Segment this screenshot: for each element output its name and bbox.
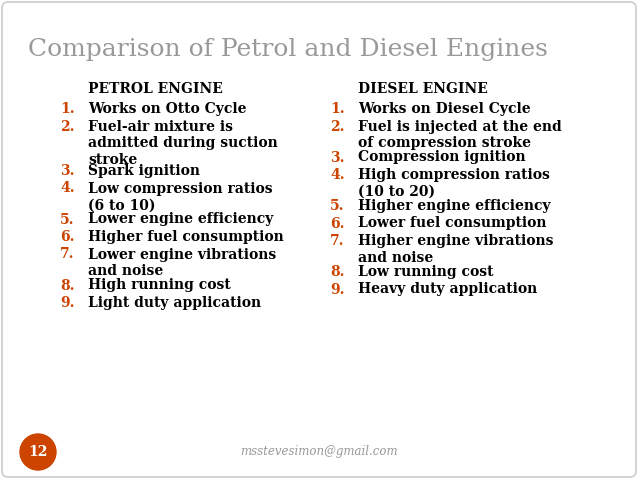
- Text: 8.: 8.: [330, 265, 345, 279]
- Text: Higher engine efficiency: Higher engine efficiency: [358, 199, 551, 213]
- Text: 1.: 1.: [60, 102, 75, 116]
- Text: PETROL ENGINE: PETROL ENGINE: [88, 82, 223, 96]
- Text: Fuel is injected at the end
of compression stroke: Fuel is injected at the end of compressi…: [358, 119, 561, 150]
- Text: Lower engine efficiency: Lower engine efficiency: [88, 213, 273, 227]
- Text: 1.: 1.: [330, 102, 345, 116]
- Text: 3.: 3.: [330, 150, 345, 164]
- Text: Lower fuel consumption: Lower fuel consumption: [358, 217, 547, 230]
- Text: Works on Otto Cycle: Works on Otto Cycle: [88, 102, 246, 116]
- Circle shape: [20, 434, 56, 470]
- Text: 6.: 6.: [60, 230, 75, 244]
- Text: 4.: 4.: [60, 182, 75, 195]
- Text: Low running cost: Low running cost: [358, 265, 494, 279]
- Text: 7.: 7.: [60, 248, 75, 262]
- Text: DIESEL ENGINE: DIESEL ENGINE: [358, 82, 488, 96]
- Text: Compression ignition: Compression ignition: [358, 150, 526, 164]
- Text: Light duty application: Light duty application: [88, 296, 261, 310]
- Text: 2.: 2.: [330, 119, 345, 134]
- Text: Lower engine vibrations
and noise: Lower engine vibrations and noise: [88, 248, 276, 278]
- Text: Higher fuel consumption: Higher fuel consumption: [88, 230, 284, 244]
- Text: 2.: 2.: [60, 119, 75, 134]
- Text: 9.: 9.: [60, 296, 75, 310]
- Text: Low compression ratios
(6 to 10): Low compression ratios (6 to 10): [88, 182, 272, 212]
- Text: msstevesimon@gmail.com: msstevesimon@gmail.com: [240, 445, 398, 458]
- Text: 12: 12: [28, 445, 48, 459]
- Text: 5.: 5.: [330, 199, 345, 213]
- Text: 9.: 9.: [330, 283, 345, 297]
- Text: 8.: 8.: [60, 278, 75, 293]
- Text: High compression ratios
(10 to 20): High compression ratios (10 to 20): [358, 168, 550, 199]
- Text: 4.: 4.: [330, 168, 345, 182]
- Text: Spark ignition: Spark ignition: [88, 164, 200, 178]
- Text: 6.: 6.: [330, 217, 345, 230]
- Text: Fuel-air mixture is
admitted during suction
stroke: Fuel-air mixture is admitted during suct…: [88, 119, 278, 167]
- Text: 7.: 7.: [330, 234, 345, 248]
- Text: High running cost: High running cost: [88, 278, 231, 293]
- Text: Heavy duty application: Heavy duty application: [358, 283, 537, 297]
- Text: 3.: 3.: [60, 164, 75, 178]
- Text: Comparison of Petrol and Diesel Engines: Comparison of Petrol and Diesel Engines: [28, 38, 548, 61]
- Text: 5.: 5.: [60, 213, 75, 227]
- Text: Works on Diesel Cycle: Works on Diesel Cycle: [358, 102, 531, 116]
- Text: Higher engine vibrations
and noise: Higher engine vibrations and noise: [358, 234, 554, 265]
